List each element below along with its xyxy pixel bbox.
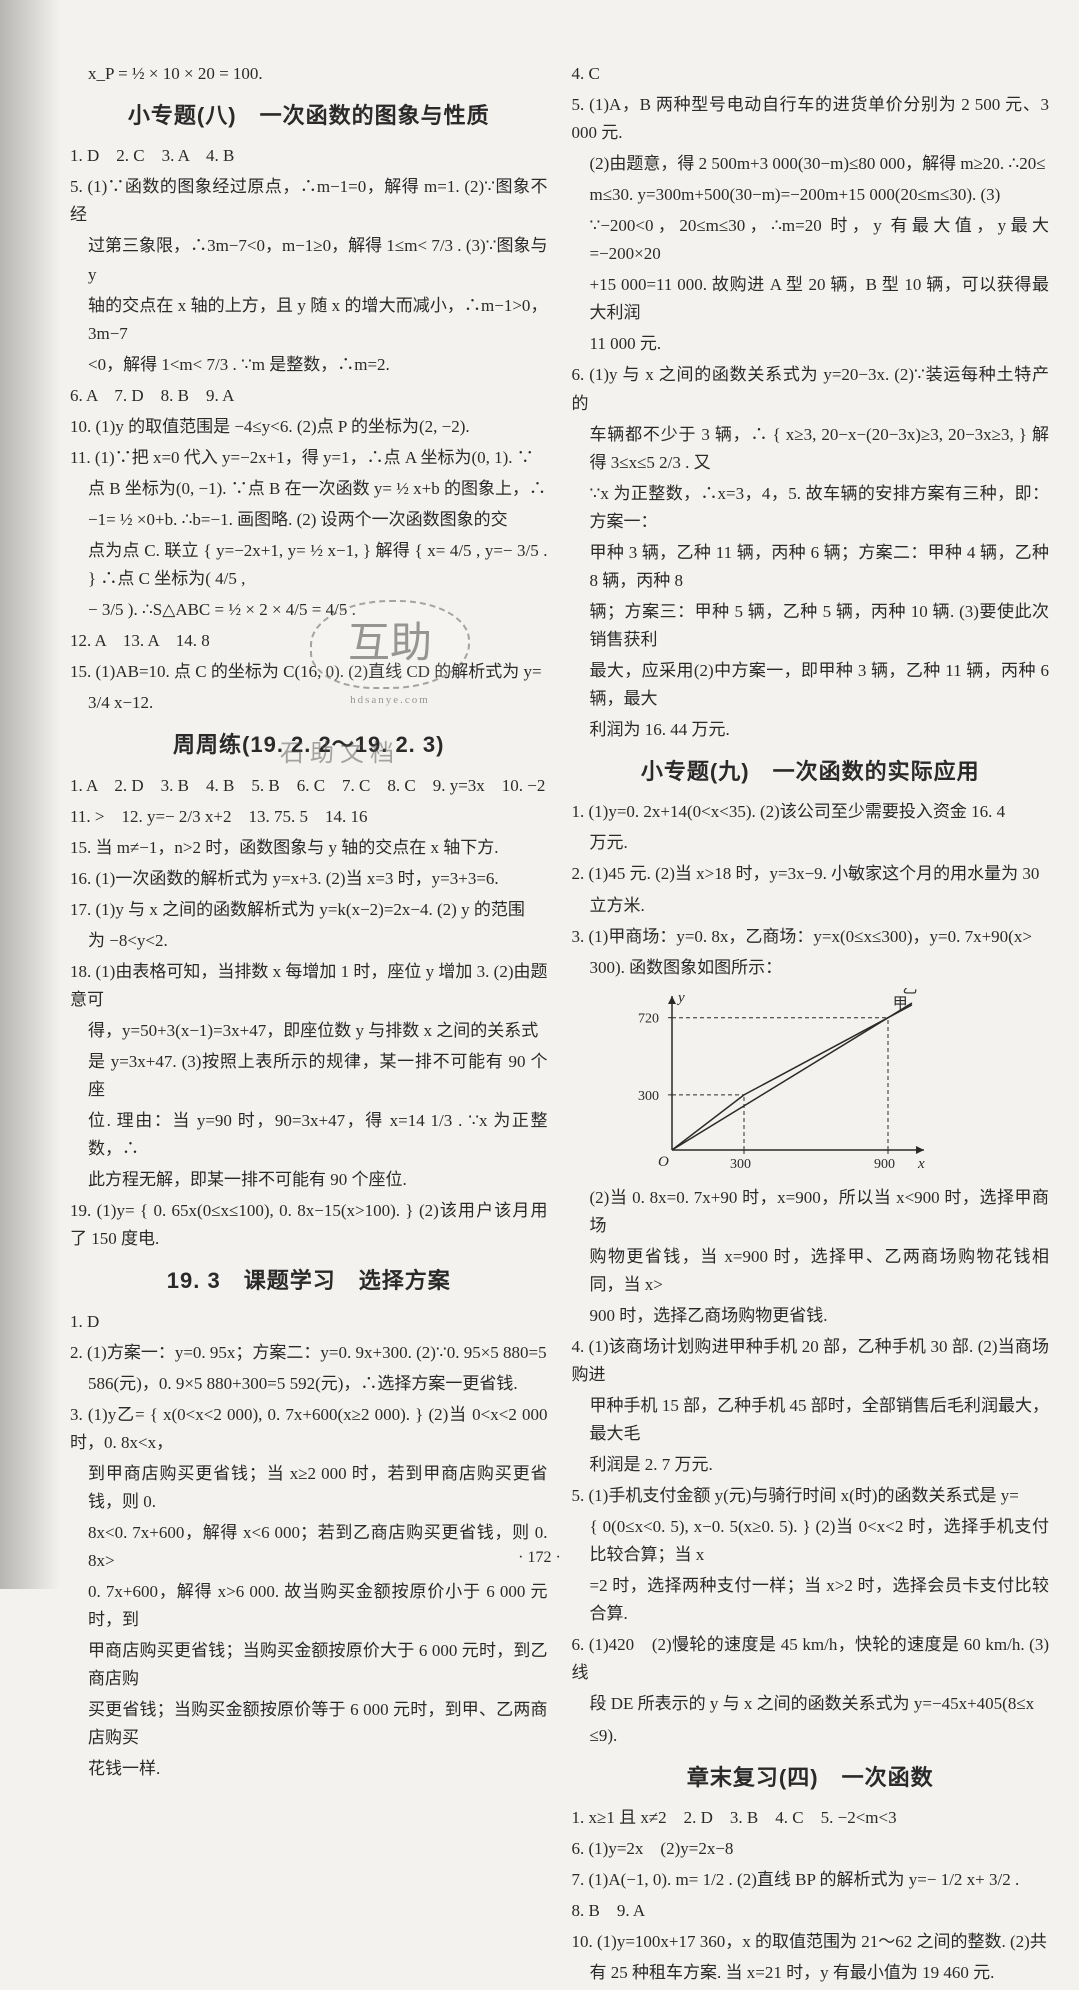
rev-10a: 10. (1)y=100x+17 360，x 的取值范围为 21～62 之间的整… bbox=[572, 1928, 1050, 1956]
q15-a: 15. (1)AB=10. 点 C 的坐标为 C(16, 0). (2)直线 C… bbox=[70, 658, 548, 686]
left-column: x_P = ½ × 10 × 20 = 100. 小专题(八) 一次函数的图象与… bbox=[70, 60, 548, 1990]
t9-2b: 立方米. bbox=[572, 892, 1050, 920]
svg-text:900: 900 bbox=[874, 1157, 895, 1172]
sec193-3e: 甲商店购买更省钱；当购买金额按原价大于 6 000 元时，到乙商店购 bbox=[70, 1637, 548, 1693]
page-number: · 172 · bbox=[0, 1545, 1079, 1571]
r-5e: +15 000=11 000. 故购进 A 型 20 辆，B 型 10 辆，可以… bbox=[572, 271, 1050, 327]
sec193-3a: 3. (1)y乙= { x(0<x<2 000), 0. 7x+600(x≥2 … bbox=[70, 1401, 548, 1457]
q5-a: 5. (1)∵函数的图象经过原点，∴m−1=0，解得 m=1. (2)∵图象不经 bbox=[70, 173, 548, 229]
scan-shadow bbox=[0, 0, 60, 1589]
r-6d: 甲种 3 辆，乙种 11 辆，丙种 6 辆；方案二：甲种 4 辆，乙种 8 辆，… bbox=[572, 539, 1050, 595]
t9-3e: 900 时，选择乙商场购物更省钱. bbox=[572, 1302, 1050, 1330]
weekly-17b: 为 −8<y<2. bbox=[70, 927, 548, 955]
r-5c: m≤30. y=300m+500(30−m)=−200m+15 000(20≤m… bbox=[572, 181, 1050, 209]
t9-4b: 甲种手机 15 部，乙种手机 45 部时，全部销售后毛利润最大，最大毛 bbox=[572, 1392, 1050, 1448]
r-4: 4. C bbox=[572, 60, 1050, 88]
t9-1a: 1. (1)y=0. 2x+14(0<x<35). (2)该公司至少需要投入资金… bbox=[572, 798, 1050, 826]
sec193-3b: 到甲商店购买更省钱；当 x≥2 000 时，若到甲商店购买更省钱，则 0. bbox=[70, 1460, 548, 1516]
heading-topic-8: 小专题(八) 一次函数的图象与性质 bbox=[70, 98, 548, 134]
r-6c: ∵x 为正整数，∴x=3，4，5. 故车辆的安排方案有三种，即：方案一： bbox=[572, 480, 1050, 536]
pre-line: x_P = ½ × 10 × 20 = 100. bbox=[70, 60, 548, 88]
q11-d: 点为点 C. 联立 { y=−2x+1, y= ½ x−1, } 解得 { x=… bbox=[70, 537, 548, 593]
q5-b: 过第三象限，∴3m−7<0，m−1≥0，解得 1≤m< 7/3 . (3)∵图象… bbox=[70, 232, 548, 288]
q11-c: −1= ½ ×0+b. ∴b=−1. 画图略. (2) 设两个一次函数图象的交 bbox=[70, 506, 548, 534]
weekly-1-10: 1. A 2. D 3. B 4. B 5. B 6. C 7. C 8. C … bbox=[70, 772, 548, 800]
rev-1-5: 1. x≥1 且 x≠2 2. D 3. B 4. C 5. −2<m<3 bbox=[572, 1804, 1050, 1832]
t9-1b: 万元. bbox=[572, 829, 1050, 857]
weekly-18c: 是 y=3x+47. (3)按照上表所示的规律，某一排不可能有 90 个座 bbox=[70, 1048, 548, 1104]
r-6b: 车辆都不少于 3 辆，∴ { x≥3, 20−x−(20−3x)≥3, 20−3… bbox=[572, 421, 1050, 477]
sec193-1: 1. D bbox=[70, 1308, 548, 1336]
answers-1-4: 1. D 2. C 3. A 4. B bbox=[70, 142, 548, 170]
weekly-18e: 此方程无解，即某一排不可能有 90 个座位. bbox=[70, 1166, 548, 1194]
sec193-2a: 2. (1)方案一：y=0. 95x；方案二：y=0. 9x+300. (2)∵… bbox=[70, 1339, 548, 1367]
q11-b: 点 B 坐标为(0, −1). ∵点 B 在一次函数 y= ½ x+b 的图象上… bbox=[70, 475, 548, 503]
t9-6b: 段 DE 所表示的 y 与 x 之间的函数关系式为 y=−45x+405(8≤x bbox=[572, 1690, 1050, 1718]
chart-svg: Ox y 300 900 300 720 甲乙 bbox=[632, 988, 932, 1178]
t9-6c: ≤9). bbox=[572, 1722, 1050, 1750]
q11-a: 11. (1)∵把 x=0 代入 y=−2x+1，得 y=1，∴点 A 坐标为(… bbox=[70, 444, 548, 472]
heading-chapter-review-4: 章末复习(四) 一次函数 bbox=[572, 1760, 1050, 1796]
t9-4a: 4. (1)该商场计划购进甲种手机 20 部，乙种手机 30 部. (2)当商场… bbox=[572, 1333, 1050, 1389]
svg-text:300: 300 bbox=[730, 1157, 751, 1172]
r-6f: 最大，应采用(2)中方案一，即甲种 3 辆，乙种 11 辆，丙种 6 辆，最大 bbox=[572, 657, 1050, 713]
heading-topic-9: 小专题(九) 一次函数的实际应用 bbox=[572, 754, 1050, 790]
q11-e: − 3/5 ). ∴S△ABC = ½ × 2 × 4/5 = 4/5 . bbox=[70, 596, 548, 624]
heading-19-3: 19. 3 课题学习 选择方案 bbox=[70, 1263, 548, 1299]
t9-3c: (2)当 0. 8x=0. 7x+90 时，x=900，所以当 x<900 时，… bbox=[572, 1184, 1050, 1240]
rev-8-9: 8. B 9. A bbox=[572, 1897, 1050, 1925]
q5-c: 轴的交点在 x 轴的上方，且 y 随 x 的增大而减小，∴m−1>0，3m−7 bbox=[70, 292, 548, 348]
right-column: 4. C 5. (1)A，B 两种型号电动自行车的进货单价分别为 2 500 元… bbox=[572, 60, 1050, 1990]
weekly-19: 19. (1)y= { 0. 65x(0≤x≤100), 0. 8x−15(x>… bbox=[70, 1197, 548, 1253]
page-columns: x_P = ½ × 10 × 20 = 100. 小专题(八) 一次函数的图象与… bbox=[70, 60, 1049, 1990]
weekly-16: 16. (1)一次函数的解析式为 y=x+3. (2)当 x=3 时，y=3+3… bbox=[70, 865, 548, 893]
svg-text:甲: 甲 bbox=[892, 996, 907, 1012]
weekly-18a: 18. (1)由表格可知，当排数 x 每增加 1 时，座位 y 增加 3. (2… bbox=[70, 958, 548, 1014]
t9-4c: 利润是 2. 7 万元. bbox=[572, 1451, 1050, 1479]
sec193-3f: 买更省钱；当购买金额按原价等于 6 000 元时，到甲、乙两商店购买 bbox=[70, 1696, 548, 1752]
sec193-3g: 花钱一样. bbox=[70, 1755, 548, 1783]
svg-text:300: 300 bbox=[638, 1089, 659, 1104]
svg-text:y: y bbox=[676, 990, 685, 1006]
r-6g: 利润为 16. 44 万元. bbox=[572, 716, 1050, 744]
svg-text:O: O bbox=[658, 1154, 669, 1170]
r-6e: 辆；方案三：甲种 5 辆，乙种 5 辆，丙种 10 辆. (3)要使此次销售获利 bbox=[572, 598, 1050, 654]
r-5f: 11 000 元. bbox=[572, 330, 1050, 358]
q10: 10. (1)y 的取值范围是 −4≤y<6. (2)点 P 的坐标为(2, −… bbox=[70, 413, 548, 441]
weekly-17a: 17. (1)y 与 x 之间的函数解析式为 y=k(x−2)=2x−4. (2… bbox=[70, 896, 548, 924]
svg-text:720: 720 bbox=[638, 1011, 659, 1026]
t9-5c: =2 时，选择两种支付一样；当 x>2 时，选择会员卡支付比较合算. bbox=[572, 1572, 1050, 1628]
t9-3d: 购物更省钱，当 x=900 时，选择甲、乙两商场购物花钱相同，当 x> bbox=[572, 1243, 1050, 1299]
weekly-11-14: 11. > 12. y=− 2/3 x+2 13. 75. 5 14. 16 bbox=[70, 803, 548, 831]
q5-d: <0，解得 1<m< 7/3 . ∵m 是整数，∴m=2. bbox=[70, 351, 548, 379]
answers-6-9: 6. A 7. D 8. B 9. A bbox=[70, 382, 548, 410]
answers-12-14: 12. A 13. A 14. 8 bbox=[70, 627, 548, 655]
rev-6: 6. (1)y=2x (2)y=2x−8 bbox=[572, 1835, 1050, 1863]
t9-3b: 300). 函数图象如图所示： bbox=[572, 954, 1050, 982]
rev-10b: 有 25 种租车方案. 当 x=21 时，y 有最小值为 19 460 元. bbox=[572, 1959, 1050, 1987]
svg-text:乙: 乙 bbox=[902, 988, 917, 996]
sec193-3d: 0. 7x+600，解得 x>6 000. 故当购买金额按原价小于 6 000 … bbox=[70, 1578, 548, 1634]
weekly-15: 15. 当 m≠−1，n>2 时，函数图象与 y 轴的交点在 x 轴下方. bbox=[70, 834, 548, 862]
r-6a: 6. (1)y 与 x 之间的函数关系式为 y=20−3x. (2)∵装运每种土… bbox=[572, 361, 1050, 417]
t9-3a: 3. (1)甲商场：y=0. 8x，乙商场：y=x(0≤x≤300)，y=0. … bbox=[572, 923, 1050, 951]
t9-6a: 6. (1)420 (2)慢轮的速度是 45 km/h，快轮的速度是 60 km… bbox=[572, 1631, 1050, 1687]
rev-7: 7. (1)A(−1, 0). m= 1/2 . (2)直线 BP 的解析式为 … bbox=[572, 1866, 1050, 1894]
weekly-18d: 位. 理由：当 y=90 时，90=3x+47，得 x=14 1/3 . ∵x … bbox=[70, 1107, 548, 1163]
svg-text:x: x bbox=[917, 1156, 925, 1172]
weekly-18b: 得，y=50+3(x−1)=3x+47，即座位数 y 与排数 x 之间的关系式 bbox=[70, 1017, 548, 1045]
sec193-2b: 586(元)，0. 9×5 880+300=5 592(元)，∴选择方案一更省钱… bbox=[70, 1370, 548, 1398]
function-chart: Ox y 300 900 300 720 甲乙 bbox=[632, 988, 932, 1178]
q15-b: 3/4 x−12. bbox=[70, 689, 548, 717]
watermark-secondary: 石 助 文 档 bbox=[280, 735, 394, 775]
r-5d: ∵−200<0，20≤m≤30，∴m=20 时，y 有最大值，y最大 =−200… bbox=[572, 212, 1050, 268]
r-5b: (2)由题意，得 2 500m+3 000(30−m)≤80 000，解得 m≥… bbox=[572, 150, 1050, 178]
t9-5a: 5. (1)手机支付金额 y(元)与骑行时间 x(时)的函数关系式是 y= bbox=[572, 1482, 1050, 1510]
t9-2a: 2. (1)45 元. (2)当 x>18 时，y=3x−9. 小敏家这个月的用… bbox=[572, 860, 1050, 888]
r-5a: 5. (1)A，B 两种型号电动自行车的进货单价分别为 2 500 元、3 00… bbox=[572, 91, 1050, 147]
